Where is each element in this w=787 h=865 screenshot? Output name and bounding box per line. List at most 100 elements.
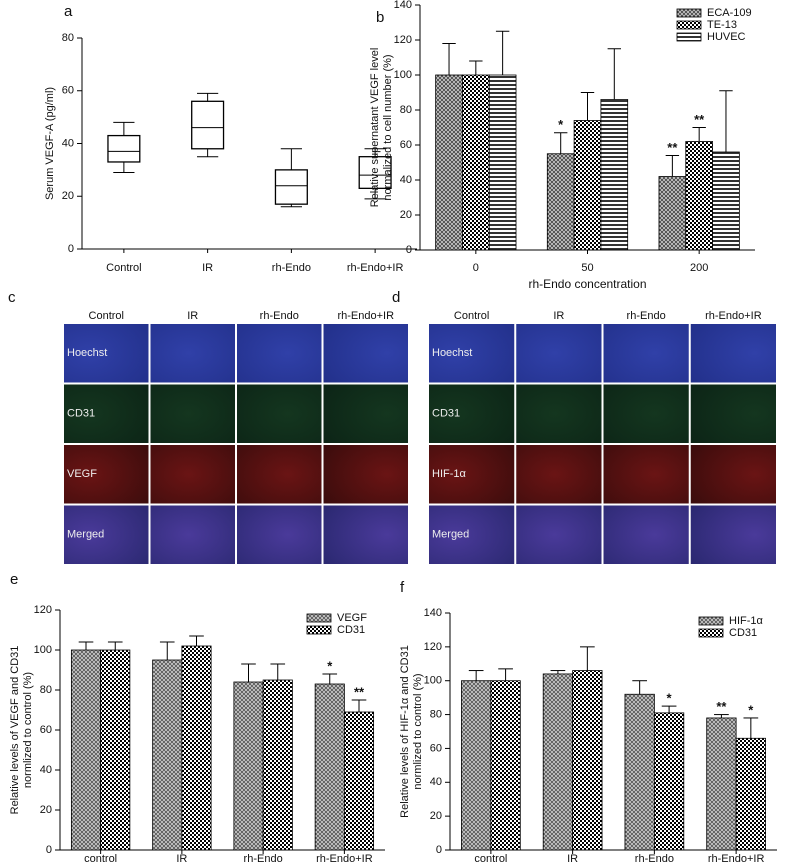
row-label: Merged [67,529,104,541]
y-tick-label: 80 [400,104,412,116]
y-tick-label: 80 [430,708,442,720]
bar [70,649,102,851]
micrograph [64,445,149,504]
y-tick-label: 20 [40,804,52,816]
box [107,134,141,163]
y-tick-label: 20 [400,209,412,221]
y-axis-label: Relative levels of HIF-1α and CD31 [399,645,411,818]
micrograph [150,505,235,564]
micrograph [429,384,515,443]
column-label: rh-Endo+IR [337,310,394,322]
y-tick-label: 40 [40,764,52,776]
row-label: HIF-1α [432,468,467,480]
legend-label: CD31 [729,627,757,639]
row-label: Hoechst [67,347,107,359]
column-label: Control [454,310,489,322]
bar [706,717,737,851]
micrograph [690,384,776,443]
y-tick-label: 40 [62,137,74,149]
legend-label: CD31 [337,624,365,636]
box [358,156,392,189]
row-label: VEGF [67,468,97,480]
x-tick-label: 50 [581,262,593,274]
micrograph [237,324,322,383]
y-tick-label: 140 [424,607,442,619]
legend-swatch [676,32,702,42]
x-tick-label: rh-Endo [272,262,311,274]
column-label: IR [553,310,564,322]
bar [462,74,490,251]
legend-label: VEGF [337,612,367,624]
micrograph [516,445,602,504]
legend-label: TE-13 [707,19,737,31]
y-tick-label: 40 [400,174,412,186]
micrograph [516,505,602,564]
y-tick-label: 80 [62,32,74,44]
y-tick-label: 60 [62,85,74,97]
x-tick-label: IR [176,853,187,865]
y-tick-label: 60 [400,139,412,151]
bar [658,176,687,251]
bar [653,712,685,851]
legend-swatch [698,628,724,638]
x-tick-label: IR [202,262,213,274]
legend-swatch [306,613,332,623]
significance-label: ** [354,684,365,699]
significance-label: * [667,691,673,706]
micrograph [603,324,689,383]
micrograph [690,445,776,504]
micrograph [64,384,149,443]
bar [262,679,293,851]
y-axis-label: Serum VEGF-A (pg/ml) [44,87,56,200]
panel-letter: c [8,289,16,306]
y-tick-label: 0 [406,244,412,256]
micrograph [516,384,602,443]
x-tick-label: 0 [473,262,479,274]
micrograph [64,324,149,383]
x-tick-label: IR [567,853,578,865]
y-tick-label: 0 [68,243,74,255]
x-tick-label: Control [106,262,141,274]
micrograph [237,505,322,564]
significance-label: ** [716,699,727,714]
panel-letter: a [64,3,73,20]
significance-label: ** [667,140,678,155]
micrograph [603,445,689,504]
legend-swatch [306,625,332,635]
y-tick-label: 60 [430,742,442,754]
bar [490,680,521,851]
bar [624,693,655,851]
legend-label: HIF-1α [729,615,764,627]
bar [488,74,517,251]
x-tick-label: rh-Endo [244,853,283,865]
x-axis-label: rh-Endo concentration [528,277,646,291]
bar [435,74,463,251]
panel-letter: b [376,9,384,26]
panel-letter: d [392,289,400,306]
column-label: Control [89,310,124,322]
y-axis-label: Relative supernatant VEGF level [369,48,381,208]
micrograph [429,505,515,564]
panel-letter: e [10,571,18,588]
micrograph [323,384,408,443]
micrograph [150,384,235,443]
x-tick-label: control [474,853,507,865]
micrograph [603,505,689,564]
legend-swatch [698,616,724,626]
row-label: Hoechst [432,347,472,359]
bar [461,680,492,851]
micrograph [323,505,408,564]
bar [314,683,345,851]
x-tick-label: rh-Endo+IR [708,853,765,865]
micrograph [237,384,322,443]
bar [343,711,375,851]
y-tick-label: 100 [34,644,52,656]
y-tick-label: 0 [436,844,442,856]
x-tick-label: control [84,853,117,865]
micrograph [603,384,689,443]
row-label: Merged [432,529,469,541]
bar [735,737,766,851]
bar [685,141,713,251]
